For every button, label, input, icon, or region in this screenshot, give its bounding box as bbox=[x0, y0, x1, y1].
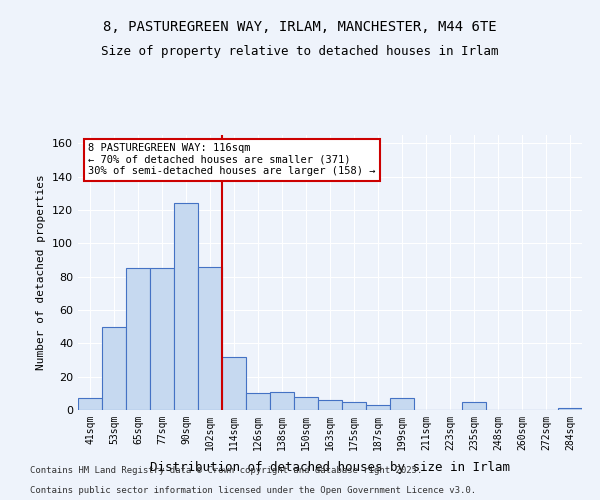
Text: Size of property relative to detached houses in Irlam: Size of property relative to detached ho… bbox=[101, 45, 499, 58]
Bar bbox=[318, 400, 342, 410]
Bar bbox=[102, 326, 126, 410]
Bar bbox=[390, 398, 414, 410]
Bar bbox=[366, 405, 390, 410]
Text: 8, PASTUREGREEN WAY, IRLAM, MANCHESTER, M44 6TE: 8, PASTUREGREEN WAY, IRLAM, MANCHESTER, … bbox=[103, 20, 497, 34]
Bar bbox=[342, 402, 366, 410]
Bar bbox=[246, 394, 270, 410]
Bar bbox=[462, 402, 486, 410]
Text: Contains public sector information licensed under the Open Government Licence v3: Contains public sector information licen… bbox=[30, 486, 476, 495]
Text: 8 PASTUREGREEN WAY: 116sqm
← 70% of detached houses are smaller (371)
30% of sem: 8 PASTUREGREEN WAY: 116sqm ← 70% of deta… bbox=[88, 143, 376, 176]
Bar bbox=[78, 398, 102, 410]
Bar bbox=[198, 266, 222, 410]
X-axis label: Distribution of detached houses by size in Irlam: Distribution of detached houses by size … bbox=[150, 461, 510, 474]
Text: Contains HM Land Registry data © Crown copyright and database right 2025.: Contains HM Land Registry data © Crown c… bbox=[30, 466, 422, 475]
Bar bbox=[150, 268, 174, 410]
Bar bbox=[222, 356, 246, 410]
Bar bbox=[558, 408, 582, 410]
Bar bbox=[174, 204, 198, 410]
Bar bbox=[294, 396, 318, 410]
Bar bbox=[270, 392, 294, 410]
Bar bbox=[126, 268, 150, 410]
Y-axis label: Number of detached properties: Number of detached properties bbox=[37, 174, 46, 370]
